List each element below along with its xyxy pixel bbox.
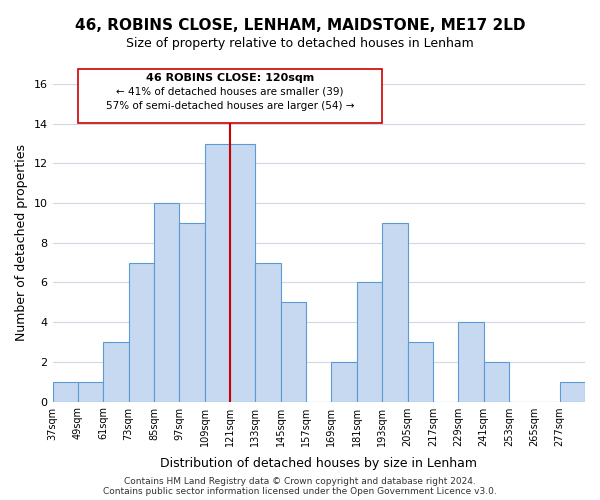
Bar	[357, 282, 382, 402]
Text: 46, ROBINS CLOSE, LENHAM, MAIDSTONE, ME17 2LD: 46, ROBINS CLOSE, LENHAM, MAIDSTONE, ME1…	[75, 18, 525, 32]
Bar	[331, 362, 357, 402]
Bar	[53, 382, 78, 402]
Text: 57% of semi-detached houses are larger (54) →: 57% of semi-detached houses are larger (…	[106, 101, 354, 111]
Bar	[407, 342, 433, 402]
Bar	[458, 322, 484, 402]
Text: Contains public sector information licensed under the Open Government Licence v3: Contains public sector information licen…	[103, 487, 497, 496]
Y-axis label: Number of detached properties: Number of detached properties	[15, 144, 28, 342]
Bar	[154, 203, 179, 402]
FancyBboxPatch shape	[78, 69, 382, 122]
Bar	[382, 223, 407, 402]
Bar	[560, 382, 585, 402]
X-axis label: Distribution of detached houses by size in Lenham: Distribution of detached houses by size …	[160, 457, 477, 470]
Bar	[103, 342, 128, 402]
Bar	[281, 302, 306, 402]
Bar	[230, 144, 256, 402]
Bar	[205, 144, 230, 402]
Bar	[179, 223, 205, 402]
Text: ← 41% of detached houses are smaller (39): ← 41% of detached houses are smaller (39…	[116, 87, 344, 97]
Text: 46 ROBINS CLOSE: 120sqm: 46 ROBINS CLOSE: 120sqm	[146, 73, 314, 83]
Bar	[128, 262, 154, 402]
Bar	[484, 362, 509, 402]
Bar	[256, 262, 281, 402]
Text: Contains HM Land Registry data © Crown copyright and database right 2024.: Contains HM Land Registry data © Crown c…	[124, 477, 476, 486]
Text: Size of property relative to detached houses in Lenham: Size of property relative to detached ho…	[126, 38, 474, 51]
Bar	[78, 382, 103, 402]
